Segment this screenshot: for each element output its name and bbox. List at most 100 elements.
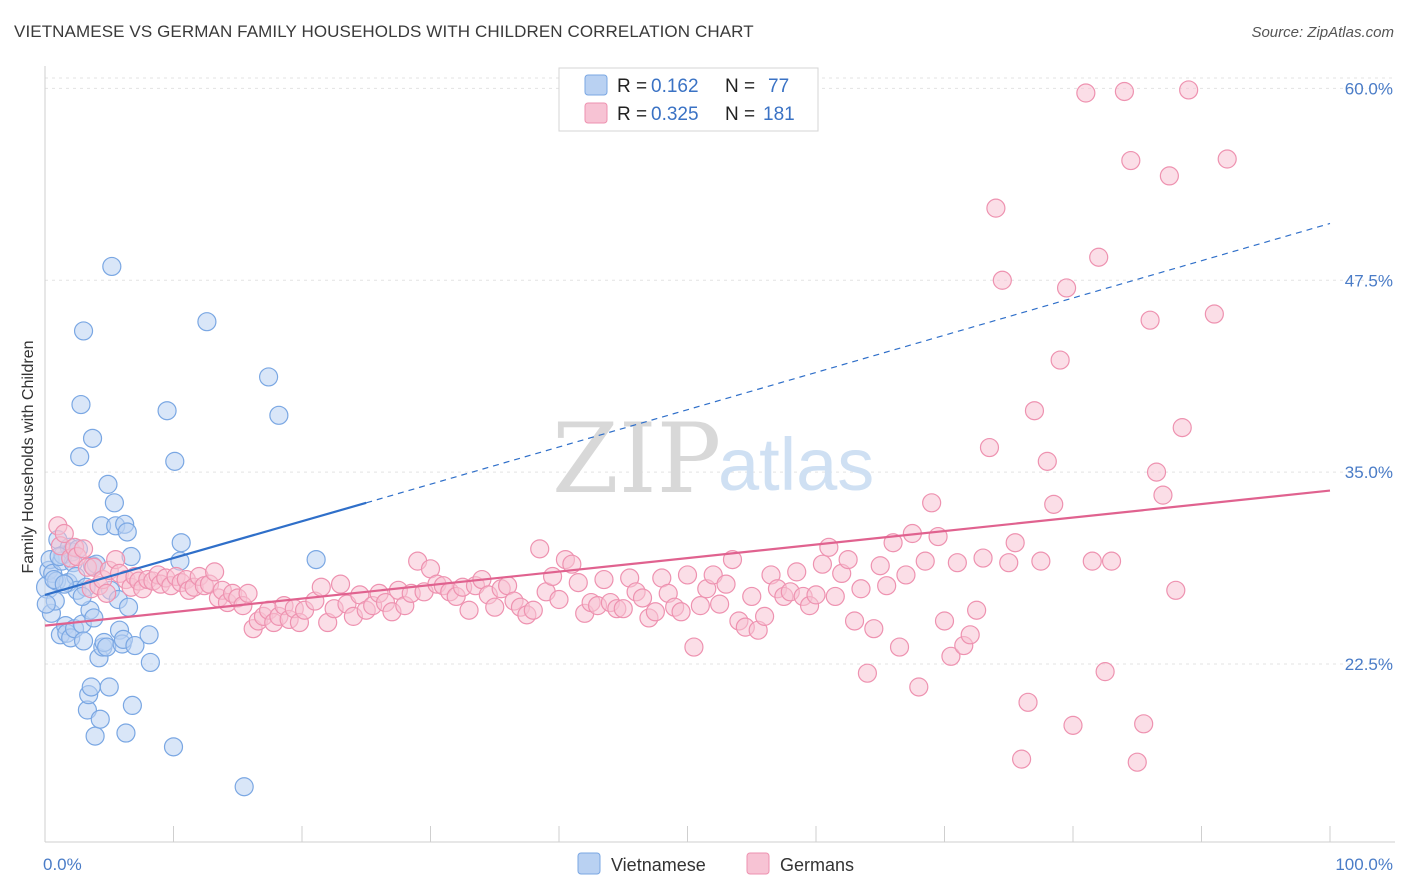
point-vietnamese-56: [118, 597, 139, 617]
point-germans-129: [787, 562, 807, 582]
point-vietnamese-64: [165, 451, 185, 471]
x-tick-label-1: 100.0%: [1335, 855, 1393, 874]
point-vietnamese-55: [117, 522, 137, 542]
point-germans-112: [677, 565, 698, 585]
data-points: [35, 80, 1237, 797]
point-germans-176: [1095, 662, 1115, 682]
point-vietnamese-42: [97, 637, 117, 657]
point-germans-148: [909, 677, 929, 697]
point-germans-163: [1005, 533, 1025, 553]
point-germans-161: [992, 270, 1012, 290]
point-germans-159: [979, 437, 1000, 458]
point-germans-171: [1056, 278, 1077, 298]
point-germans-184: [1153, 485, 1173, 505]
point-germans-182: [1140, 310, 1160, 330]
legend-n-value-vietnamese: 77: [768, 76, 789, 97]
point-germans-183: [1146, 462, 1167, 482]
y-tick-label-1: 35.0%: [1345, 463, 1393, 482]
point-vietnamese-25: [73, 631, 94, 651]
legend-r-value-vietnamese: 0.162: [651, 76, 699, 97]
point-germans-105: [632, 588, 653, 608]
point-vietnamese-58: [122, 695, 142, 716]
trend-lines: [44, 222, 1331, 627]
point-germans-107: [645, 602, 665, 622]
point-germans-99: [594, 569, 614, 590]
bottom-legend-label-vietnamese: Vietnamese: [611, 855, 706, 875]
point-germans-55: [311, 577, 331, 597]
legend-r-label-germans: R =: [617, 104, 647, 125]
trend-solid-germans: [44, 489, 1331, 627]
point-vietnamese-22: [70, 447, 90, 467]
point-germans-114: [690, 596, 710, 616]
point-germans-135: [825, 586, 845, 607]
point-germans-187: [1172, 418, 1192, 438]
point-vietnamese-67: [197, 312, 217, 332]
point-germans-12: [97, 583, 117, 603]
point-vietnamese-31: [81, 677, 101, 697]
point-vietnamese-71: [306, 549, 326, 570]
legend-n-value-germans: 181: [763, 104, 795, 125]
point-germans-119: [722, 549, 743, 570]
watermark-zip: ZIP: [552, 403, 721, 515]
point-vietnamese-23: [71, 394, 91, 415]
point-germans-149: [915, 551, 935, 571]
tick-labels: 22.5% 35.0% 47.5% 60.0% 0.0% 100.0%: [43, 79, 1393, 874]
y-tick-label-3: 60.0%: [1345, 79, 1393, 98]
point-germans-168: [1037, 451, 1057, 471]
point-germans-58: [330, 574, 351, 594]
point-germans-95: [568, 573, 588, 593]
point-vietnamese-72: [36, 594, 56, 614]
point-vietnamese-60: [139, 625, 159, 645]
point-vietnamese-59: [125, 635, 145, 656]
point-vietnamese-26: [73, 321, 94, 341]
point-germans-137: [838, 549, 858, 570]
point-vietnamese-33: [82, 428, 103, 448]
point-germans-146: [896, 565, 916, 585]
point-germans-138: [844, 611, 865, 631]
point-germans-181: [1134, 714, 1154, 734]
point-germans-132: [806, 585, 826, 605]
point-germans-174: [1082, 551, 1102, 571]
point-germans-124: [754, 606, 775, 626]
point-germans-139: [851, 579, 871, 599]
point-germans-78: [459, 600, 479, 620]
point-vietnamese-69: [258, 367, 279, 387]
point-germans-154: [947, 553, 967, 573]
point-germans-185: [1159, 166, 1179, 186]
point-germans-169: [1044, 494, 1064, 514]
point-vietnamese-66: [171, 533, 191, 553]
legend-n-label-vietnamese: N =: [725, 76, 755, 97]
point-germans-89: [530, 539, 550, 559]
point-germans-156: [960, 625, 980, 645]
point-germans-145: [889, 637, 910, 657]
point-vietnamese-61: [140, 652, 160, 673]
point-germans-170: [1050, 350, 1070, 370]
legend-r-value-germans: 0.325: [651, 104, 699, 125]
point-germans-190: [1217, 149, 1237, 169]
point-germans-166: [1024, 401, 1045, 421]
point-germans-88: [523, 600, 543, 620]
series-vietnamese: [35, 256, 326, 797]
point-germans-92: [549, 589, 569, 610]
trend-solid-vietnamese: [44, 501, 367, 596]
legend-swatch-germans: [584, 102, 608, 124]
point-vietnamese-46: [102, 256, 122, 277]
legend: R = 0.162 N = 77 R = 0.325 N = 181: [558, 67, 819, 132]
bottom-legend-swatch-germans: [746, 852, 770, 875]
point-germans-157: [967, 600, 987, 620]
point-germans-165: [1018, 692, 1038, 712]
watermark-atlas: atlas: [718, 423, 874, 506]
y-axis-label: Family Households with Children: [20, 341, 37, 574]
trend-dashed-vietnamese: [366, 222, 1331, 504]
point-germans-186: [1166, 580, 1186, 600]
y-tick-label-0: 22.5%: [1345, 655, 1393, 674]
bottom-legend-label-germans: Germans: [780, 855, 854, 875]
point-germans-118: [716, 574, 736, 594]
point-vietnamese-43: [98, 474, 118, 494]
point-germans-133: [812, 554, 833, 574]
point-germans-113: [684, 637, 704, 657]
source-label: Source: ZipAtlas.com: [1251, 24, 1394, 41]
point-germans-178: [1114, 81, 1135, 102]
point-germans-82: [485, 597, 505, 617]
